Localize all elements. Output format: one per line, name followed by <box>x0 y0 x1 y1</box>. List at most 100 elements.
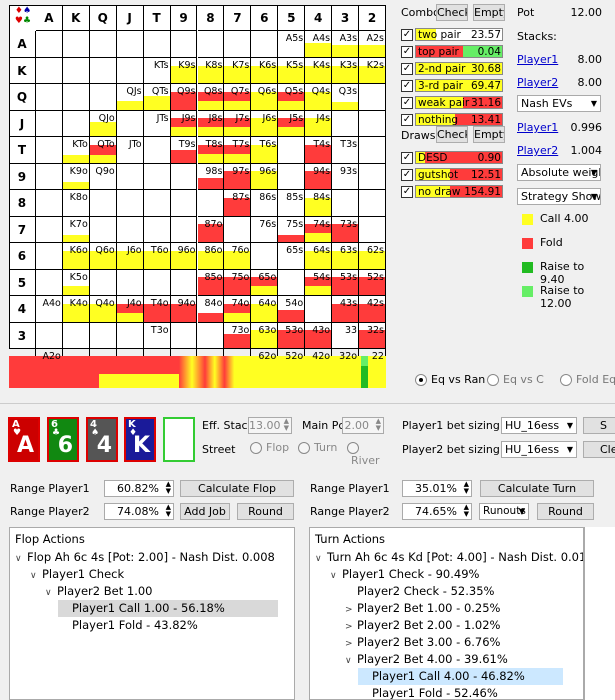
s-button[interactable]: S <box>583 417 615 434</box>
hand-cell[interactable] <box>143 269 171 297</box>
hand-cell[interactable] <box>170 31 198 58</box>
tree-node[interactable]: > Player2 Bet 3.00 - 6.76% <box>345 634 501 651</box>
hand-cell[interactable] <box>359 137 386 164</box>
hand-cell[interactable]: 75o <box>224 269 252 297</box>
collapse-arrow-icon[interactable]: ∨ <box>315 554 322 564</box>
hand-cell[interactable] <box>89 190 117 217</box>
hand-cell[interactable]: 74s <box>305 216 333 244</box>
board-card[interactable]: A ♥ A <box>8 417 40 462</box>
hand-cell[interactable]: 63o <box>251 322 279 349</box>
hand-cell[interactable] <box>143 216 171 244</box>
equity-mode-radio[interactable]: Eq vs C <box>487 373 544 386</box>
board-card[interactable]: 4 ♠ 4 <box>86 417 118 462</box>
board-card[interactable]: K ♦ K <box>124 417 156 462</box>
hand-cell[interactable] <box>170 216 198 244</box>
hand-cell[interactable]: A4o <box>35 296 63 323</box>
hand-cell[interactable] <box>170 163 198 191</box>
hand-cell[interactable]: A4s <box>305 31 333 58</box>
turn-actions-tree[interactable]: Turn Actions ∨ Turn Ah 6c 4s Kd [Pot: 4.0… <box>309 527 584 700</box>
hand-cell[interactable] <box>197 190 225 217</box>
hand-cell[interactable]: J8s <box>197 110 225 138</box>
hand-cell[interactable] <box>143 137 171 164</box>
hand-cell[interactable]: T3o <box>143 322 171 349</box>
hand-cell[interactable]: T6s <box>251 137 279 164</box>
hand-cell[interactable]: T4s <box>305 137 333 164</box>
checkbox[interactable]: ✓ <box>401 80 413 92</box>
hand-cell[interactable] <box>35 322 63 349</box>
hand-cell[interactable] <box>35 190 63 217</box>
expand-arrow-icon[interactable]: > <box>345 639 353 649</box>
turn-range-p1-field[interactable]: 35.01% ▲ ▼ <box>402 480 472 497</box>
hand-cell[interactable] <box>359 163 386 191</box>
hand-cell[interactable] <box>116 269 144 297</box>
hand-cell[interactable]: Q9o <box>89 163 117 191</box>
main-pot-field[interactable]: 2.00 ▲ ▼ <box>342 417 384 434</box>
hand-cell[interactable]: 64s <box>305 243 333 270</box>
hand-cell[interactable]: QTo <box>89 137 117 164</box>
hand-cell[interactable]: T3s <box>332 137 360 164</box>
draws-empty-button[interactable]: Empty <box>473 126 505 143</box>
hand-cell[interactable] <box>170 269 198 297</box>
hand-cell[interactable] <box>332 190 360 217</box>
hand-cell[interactable] <box>359 216 386 244</box>
hand-cell[interactable] <box>224 31 252 58</box>
hand-cell[interactable]: 43s <box>332 296 360 323</box>
combo-row[interactable]: ✓ two pair 23.57 <box>400 27 506 44</box>
hand-cell[interactable]: 87s <box>224 190 252 217</box>
combo-row[interactable]: ✓ 3-rd pair 69.47 <box>400 78 506 95</box>
hand-cell[interactable]: 84o <box>197 296 225 323</box>
hand-cell[interactable] <box>278 163 306 191</box>
hand-cell[interactable]: 74o <box>224 296 252 323</box>
hand-cell[interactable]: A5s <box>278 31 306 58</box>
hand-cell[interactable] <box>35 84 63 111</box>
hand-cell[interactable]: J6o <box>116 243 144 270</box>
equity-mode-radio[interactable]: Eq vs Ran <box>415 373 485 386</box>
tree-node[interactable]: ∨ Flop Ah 6c 4s [Pot: 2.00] - Nash Dist. … <box>15 549 275 566</box>
expand-arrow-icon[interactable]: > <box>345 605 353 615</box>
collapse-arrow-icon[interactable]: ∨ <box>330 571 337 581</box>
hand-cell[interactable]: K4s <box>305 57 333 85</box>
hand-cell[interactable]: J7s <box>224 110 252 138</box>
hand-cell[interactable]: Q5s <box>278 84 306 111</box>
hand-cell[interactable]: Q3s <box>332 84 360 111</box>
hand-cell[interactable]: Q6o <box>89 243 117 270</box>
combo-row[interactable]: ✓ nothing 13.41 <box>400 112 506 129</box>
hand-cell[interactable] <box>143 163 171 191</box>
hand-cell[interactable]: 32s <box>359 322 386 349</box>
street-radio[interactable]: Flop <box>250 441 289 454</box>
hand-cell[interactable]: 85s <box>278 190 306 217</box>
turn-round-button[interactable]: Round <box>537 503 594 520</box>
strategy-select[interactable]: Strategy Show ▼ <box>517 188 601 205</box>
hand-cell[interactable]: 94o <box>170 296 198 323</box>
tree-node[interactable]: Player2 Check - 52.35% <box>345 583 494 600</box>
hand-cell[interactable] <box>197 31 225 58</box>
hand-cell[interactable]: K7o <box>62 216 90 244</box>
hand-cell[interactable] <box>278 137 306 164</box>
collapse-arrow-icon[interactable]: ∨ <box>30 571 37 581</box>
hand-cell[interactable]: 86o <box>197 243 225 270</box>
tree-node[interactable]: ∨ Player2 Bet 1.00 <box>45 583 153 600</box>
hand-cell[interactable] <box>35 110 63 138</box>
hand-cell[interactable] <box>116 190 144 217</box>
hand-cell[interactable]: K3s <box>332 57 360 85</box>
street-radio[interactable]: River <box>347 441 390 467</box>
hand-cell[interactable]: 53s <box>332 269 360 297</box>
tree-node[interactable]: > Player2 Bet 2.00 - 1.02% <box>345 617 501 634</box>
hand-cell[interactable]: QJs <box>116 84 144 111</box>
hand-cell[interactable]: 76o <box>224 243 252 270</box>
hand-cell[interactable] <box>251 243 279 270</box>
checkbox[interactable]: ✓ <box>401 97 413 109</box>
hand-cell[interactable]: K8s <box>197 57 225 85</box>
hand-cell[interactable] <box>35 57 63 85</box>
hand-cell[interactable] <box>143 190 171 217</box>
hand-cell[interactable] <box>62 84 90 111</box>
combo-check-button[interactable]: Check <box>436 4 468 21</box>
checkbox[interactable]: ✓ <box>401 186 413 198</box>
hand-cell[interactable] <box>332 110 360 138</box>
hand-cell[interactable]: KTo <box>62 137 90 164</box>
turn-range-p2-field[interactable]: 74.65% ▲ ▼ <box>402 503 472 520</box>
hand-cell[interactable] <box>89 269 117 297</box>
hand-cell[interactable] <box>35 137 63 164</box>
hand-cell[interactable] <box>305 296 333 323</box>
hand-cell[interactable]: 65o <box>251 269 279 297</box>
